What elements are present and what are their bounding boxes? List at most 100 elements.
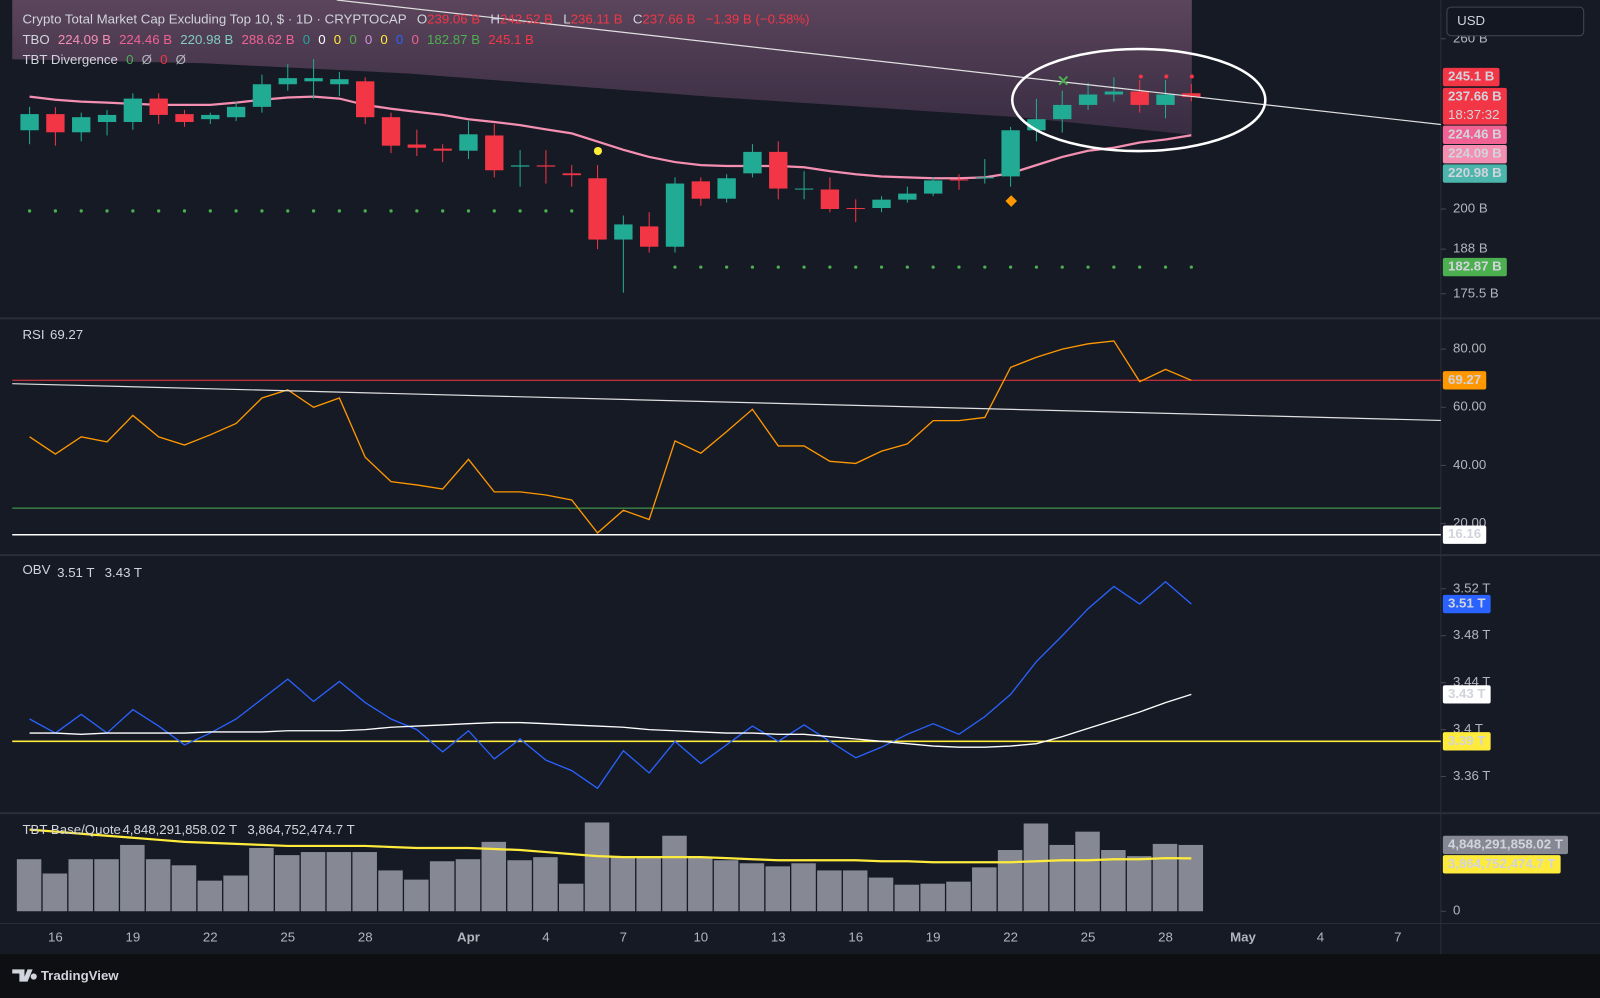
candle-body [743, 151, 762, 174]
price-tag [1442, 835, 1568, 855]
pane-value: 69.27 [50, 327, 83, 342]
legend-value: 0 [126, 52, 133, 67]
legend-key: H [490, 11, 500, 26]
candle-body [769, 151, 788, 189]
candle-body [717, 178, 736, 199]
bar [68, 859, 93, 912]
price-tag-label: 16.16 [1448, 526, 1481, 541]
candle-body [536, 165, 556, 167]
x-tick-label: 4 [1317, 929, 1324, 944]
price-tag [1442, 685, 1491, 704]
level-dot [157, 209, 161, 213]
trend-line [336, 0, 1441, 126]
candle-body [278, 78, 297, 85]
candle-body [20, 114, 39, 131]
level-dot [182, 209, 187, 213]
price-tag-label: 237.66 B [1448, 89, 1502, 104]
price-tag-label: 3,864,752,474.7 T [1448, 856, 1556, 871]
candle-body [1156, 94, 1175, 105]
y-tick-label: 3.36 T [1453, 768, 1490, 783]
brand-logo [12, 969, 37, 982]
level-dot [879, 265, 884, 269]
price-tag-label: 245.1 B [1448, 69, 1494, 84]
x-tick-label: Apr [457, 929, 480, 944]
candle-body [665, 183, 685, 247]
bar [636, 857, 661, 912]
bar [171, 865, 197, 912]
level-dot [828, 265, 832, 269]
y-tick-label: 175.5 B [1453, 285, 1499, 300]
bar [997, 850, 1023, 912]
legend-value: 182.87 B [427, 31, 480, 46]
currency-button[interactable] [1446, 6, 1585, 37]
candle-body [949, 179, 969, 181]
x-tick-label: May [1230, 929, 1256, 944]
level-dot [776, 265, 780, 269]
level-dot [1008, 265, 1013, 269]
legend-value: 0 [349, 31, 356, 46]
bar [16, 859, 42, 912]
legend-key: O [417, 11, 427, 26]
x-tick-label: 10 [693, 929, 708, 944]
y-tick-label: 0 [1453, 903, 1460, 918]
bar [275, 855, 300, 912]
x-tick-label: 25 [1081, 929, 1096, 944]
price-tag [1442, 145, 1507, 164]
pane-value: 3.51 T [57, 565, 94, 580]
level-dot [441, 209, 445, 213]
legend-value: 0 [303, 31, 310, 46]
candle-body [562, 173, 581, 176]
bar [1178, 844, 1204, 912]
legend-line: TBT Divergence 0 Ø 0 Ø [22, 52, 186, 67]
level-dot [286, 209, 290, 213]
rsi-trend-line [12, 383, 1441, 422]
price-tag [1442, 67, 1500, 87]
level-dot [208, 209, 212, 213]
bar [972, 867, 997, 912]
legend-value: 239.06 B [427, 11, 480, 26]
line-series [29, 828, 1192, 864]
candle-body [510, 165, 530, 167]
brand-name: TradingView [41, 968, 119, 983]
pane-title: OBV [22, 562, 50, 577]
level-dot [544, 209, 548, 213]
legend-value: 0 [396, 31, 403, 46]
bar [713, 860, 739, 912]
x-tick-label: 13 [771, 929, 786, 944]
level-dot [983, 265, 987, 269]
candle-body [1053, 104, 1072, 120]
level-dot [53, 209, 58, 213]
candle-body [1182, 93, 1201, 98]
line-series [29, 693, 1192, 748]
candle-body [794, 188, 814, 190]
bar [920, 883, 945, 912]
signal-diamond [1005, 195, 1017, 207]
level-dot [750, 265, 755, 269]
legend-change: −1.39 B (−0.58%) [706, 11, 810, 26]
price-tag-label: 3.51 T [1448, 596, 1486, 611]
level-dot [1189, 265, 1193, 269]
bar [946, 881, 971, 912]
legend-key: L [563, 11, 570, 26]
legend-value: 0 [365, 31, 372, 46]
x-tick-label: 25 [280, 929, 295, 944]
x-tick-label: 16 [48, 929, 63, 944]
legend-name: TBO [22, 31, 49, 46]
level-dot [311, 209, 316, 213]
pane-value: 3,864,752,474.7 T [247, 822, 354, 837]
candle-body [1104, 91, 1124, 95]
candle-body [97, 114, 117, 122]
candle-body [640, 226, 659, 247]
bar [1023, 823, 1049, 912]
level-dot [79, 209, 83, 213]
price-tag [1442, 594, 1491, 614]
bar [197, 880, 223, 912]
bar [842, 870, 868, 912]
countdown: 18:37:32 [1448, 107, 1500, 122]
legend-value: 224.09 B [58, 31, 111, 46]
y-tick-label: 60.00 [1453, 399, 1486, 414]
legend-value: 220.98 B [180, 31, 233, 46]
